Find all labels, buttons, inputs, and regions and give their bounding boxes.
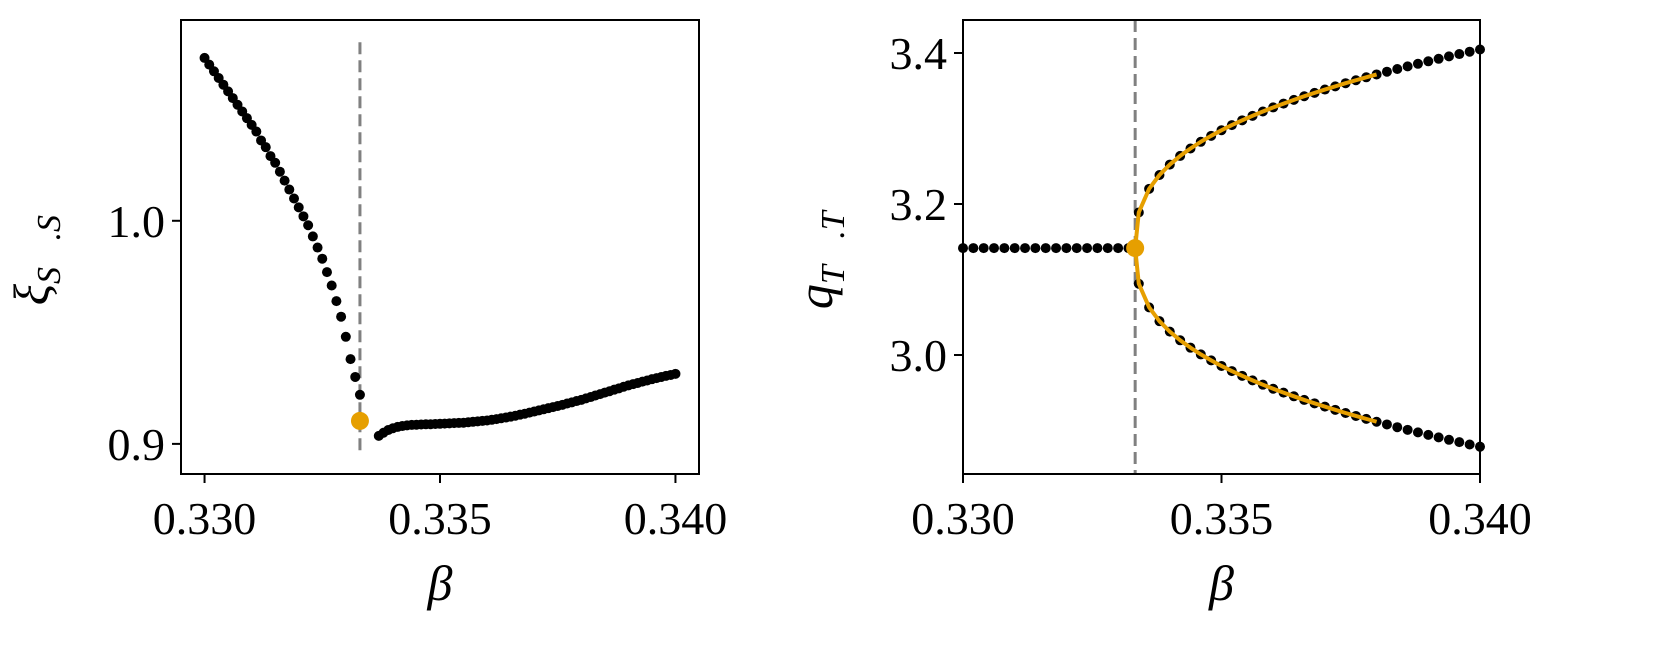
data-point [251,126,262,137]
y-tick-label: 3.2 [890,179,948,230]
data-point [1381,66,1392,77]
data-point [989,243,1000,254]
y-tick-label: 3.4 [890,28,948,79]
data-point [331,296,342,307]
y-tick-label: 3.0 [890,330,948,381]
data-point [350,411,369,430]
data-point [289,193,300,204]
data-point [1423,429,1434,440]
data-point [298,211,309,222]
data-point [354,389,365,400]
data-point [1412,427,1423,438]
data-point [1454,437,1465,448]
axes-frame [962,19,1481,475]
data-point [336,311,347,322]
data-point [1051,243,1062,254]
y-axis-label-subscript: T⃗.T⃗ [815,185,852,284]
data-point [1464,439,1475,450]
data-point [1433,53,1444,64]
data-point [1454,49,1465,60]
y-axis-label-symbol: q [787,284,843,309]
data-point [1433,432,1444,443]
y-axis-label: qT⃗.T⃗ [787,185,852,309]
data-point [312,242,323,253]
data-point [1402,424,1413,435]
data-point [350,371,361,382]
data-point [303,220,314,231]
data-point [1412,58,1423,69]
data-point [1082,243,1093,254]
fit-line [1133,247,1378,424]
fit-line [1133,72,1378,249]
data-point [321,267,332,278]
data-point [1443,51,1454,62]
y-axis-label-symbol: ξ [3,283,59,305]
data-point [1402,61,1413,72]
data-point [260,142,271,153]
subplot: 0.330 0.335 0.340 3.0 3.2 3.4 β qT⃗.T⃗ [787,19,1532,611]
data-point [968,243,979,254]
data-point [1092,243,1103,254]
axes-frame [180,19,700,475]
data-point [284,184,295,195]
data-point [1126,239,1145,258]
data-point [317,253,328,264]
data-point [274,166,285,177]
x-axis-label: β [427,555,453,611]
data-point [307,231,318,242]
x-axis-label: β [1208,555,1234,611]
x-tick-label: 0.330 [911,493,1015,544]
data-point [326,280,337,291]
x-tick-label: 0.335 [388,493,492,544]
data-point [1030,243,1041,254]
y-axis-label-subscript: S⃗.S⃗ [31,189,68,284]
data-point [1009,243,1020,254]
subplot: 0.330 0.335 0.340 0.9 1.0 β ξS⃗.S⃗ [3,19,728,611]
data-point [1061,243,1072,254]
y-tick-label: 1.0 [108,196,166,247]
y-tick-label: 0.9 [108,419,166,470]
x-tick-label: 0.330 [153,493,257,544]
data-point [270,157,281,168]
x-tick-label: 0.335 [1170,493,1274,544]
y-axis-label: ξS⃗.S⃗ [3,189,68,306]
data-point [1381,419,1392,430]
x-tick-label: 0.340 [624,493,728,544]
data-point [999,243,1010,254]
data-point [1423,56,1434,67]
data-point [1071,243,1082,254]
data-point [670,368,681,379]
data-point [293,202,304,213]
x-tick-label: 0.340 [1428,493,1532,544]
data-point [1113,243,1124,254]
data-point [1392,64,1403,75]
data-point [1040,243,1051,254]
data-point [1392,422,1403,433]
data-point [345,354,356,365]
data-point [978,243,989,254]
data-point [279,175,290,186]
data-point [1443,434,1454,445]
data-point [1464,46,1475,57]
data-point [340,331,351,342]
data-point [1020,243,1031,254]
data-point [1102,243,1113,254]
